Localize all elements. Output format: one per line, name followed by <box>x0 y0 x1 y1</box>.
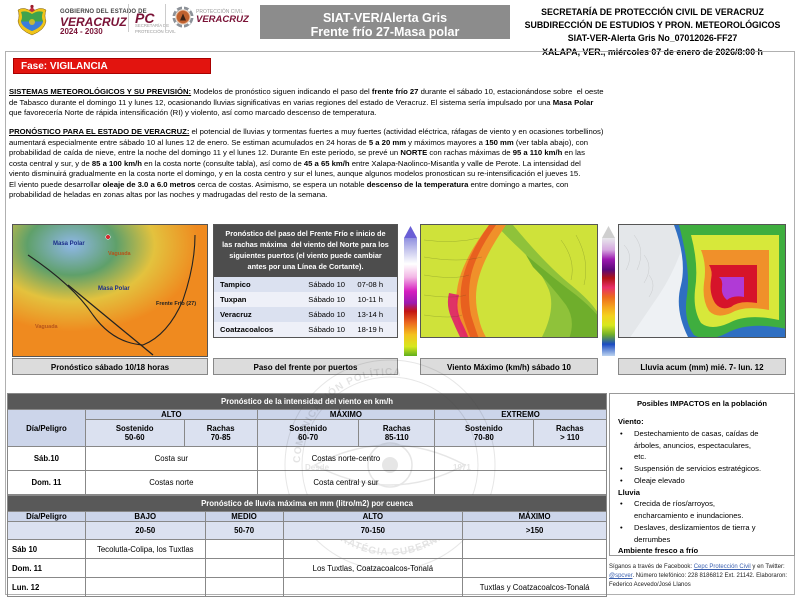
svg-text:Masa Polar: Masa Polar <box>53 241 85 247</box>
svg-text:Vaguada: Vaguada <box>108 251 132 257</box>
svg-text:Frente Frio (27): Frente Frio (27) <box>156 301 196 307</box>
svg-text:Vaguada: Vaguada <box>35 324 59 330</box>
svg-text:Masa Polar: Masa Polar <box>98 286 130 292</box>
